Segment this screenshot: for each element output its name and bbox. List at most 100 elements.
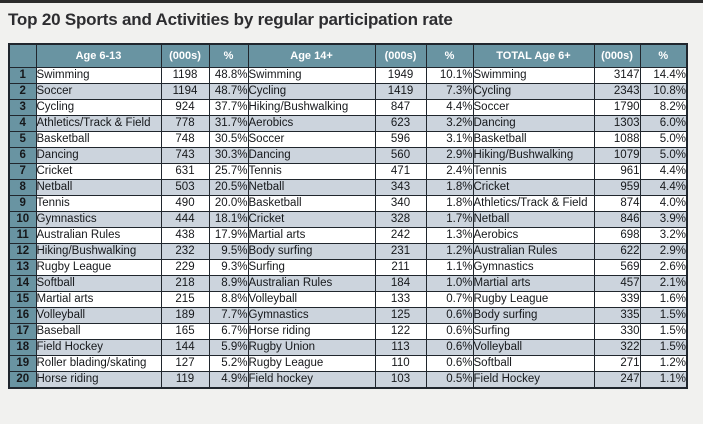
sport-name-cell: Cycling [35,99,162,116]
thousands-cell: 215 [160,291,210,308]
column-header-thousands-2: (000s) [374,43,427,68]
thousands-cell: 874 [593,195,641,212]
thousands-cell: 959 [593,179,641,196]
sport-name-cell: Aerobics [472,227,595,244]
percent-cell: 7.3% [425,83,474,100]
sport-name-cell: Rugby League [472,291,595,308]
percent-cell: 0.5% [425,371,474,389]
sport-name-cell: Gymnastics [247,307,376,324]
rank-cell: 6 [8,147,37,164]
percent-cell: 7.7% [208,307,249,324]
thousands-cell: 330 [593,323,641,340]
thousands-cell: 242 [374,227,427,244]
thousands-cell: 490 [160,195,210,212]
thousands-cell: 247 [593,371,641,389]
percent-cell: 1.0% [425,275,474,292]
thousands-cell: 457 [593,275,641,292]
table-row: 20 Horse riding 119 4.9% Field hockey 103 0.5%… [8,371,688,389]
sport-name-cell: Rugby League [247,355,376,372]
sport-name-cell: Volleyball [35,307,162,324]
percent-cell: 2.9% [639,243,688,260]
table-row: 2 Soccer 1194 48.7% Cycling 1419 7.3% Cycling 23… [8,83,688,100]
sport-name-cell: Body surfing [247,243,376,260]
thousands-cell: 503 [160,179,210,196]
sport-name-cell: Tennis [247,163,376,180]
thousands-cell: 698 [593,227,641,244]
sport-name-cell: Softball [35,275,162,292]
table-row: 19 Roller blading/skating 127 5.2% Rugby Lea… [8,355,688,372]
thousands-cell: 113 [374,339,427,356]
percent-cell: 3.9% [639,211,688,228]
thousands-cell: 335 [593,307,641,324]
percent-cell: 0.6% [425,307,474,324]
thousands-cell: 340 [374,195,427,212]
sport-name-cell: Volleyball [247,291,376,308]
rank-cell: 3 [8,99,37,116]
percent-cell: 0.7% [425,291,474,308]
percent-cell: 6.0% [639,115,688,132]
table-row: 6 Dancing 743 30.3% Dancing 560 2.9% Hiking/Bus… [8,147,688,164]
percent-cell: 48.7% [208,83,249,100]
percent-cell: 37.7% [208,99,249,116]
thousands-cell: 165 [160,323,210,340]
table-body: 1 Swimming 1198 48.8% Swimming 1949 10.1% Swimm… [8,67,688,389]
column-header-thousands-3: (000s) [593,43,641,68]
sport-name-cell: Swimming [472,67,595,84]
participation-table: Age 6-13 (000s) % Age 14+ (000s) % TOTAL… [8,43,688,389]
table-row: 12 Hiking/Bushwalking 232 9.5% Body surfing 2… [8,243,688,260]
table-row: 10 Gymnastics 444 18.1% Cricket 328 1.7% Netbal… [8,211,688,228]
sport-name-cell: Surfing [247,259,376,276]
percent-cell: 1.2% [425,243,474,260]
sport-name-cell: Dancing [35,147,162,164]
thousands-cell: 271 [593,355,641,372]
rank-cell: 14 [8,275,37,292]
sport-name-cell: Baseball [35,323,162,340]
percent-cell: 5.2% [208,355,249,372]
sport-name-cell: Australian Rules [247,275,376,292]
percent-cell: 4.0% [639,195,688,212]
rank-cell: 12 [8,243,37,260]
percent-cell: 2.9% [425,147,474,164]
sport-name-cell: Swimming [35,67,162,84]
column-header-age-6-13: Age 6-13 [35,43,162,68]
thousands-cell: 229 [160,259,210,276]
percent-cell: 4.4% [639,163,688,180]
percent-cell: 3.2% [425,115,474,132]
sport-name-cell: Soccer [35,83,162,100]
percent-cell: 4.4% [425,99,474,116]
column-header-rank [8,43,37,68]
thousands-cell: 1198 [160,67,210,84]
thousands-cell: 189 [160,307,210,324]
page-title: Top 20 Sports and Activities by regular … [8,10,453,29]
thousands-cell: 1790 [593,99,641,116]
thousands-cell: 3147 [593,67,641,84]
thousands-cell: 110 [374,355,427,372]
rank-cell: 10 [8,211,37,228]
sport-name-cell: Martial arts [247,227,376,244]
percent-cell: 20.0% [208,195,249,212]
sport-name-cell: Athletics/Track & Field [472,195,595,212]
thousands-cell: 184 [374,275,427,292]
percent-cell: 9.3% [208,259,249,276]
sport-name-cell: Gymnastics [35,211,162,228]
rank-cell: 11 [8,227,37,244]
thousands-cell: 231 [374,243,427,260]
thousands-cell: 748 [160,131,210,148]
sport-name-cell: Australian Rules [35,227,162,244]
sport-name-cell: Horse riding [35,371,162,389]
percent-cell: 30.5% [208,131,249,148]
thousands-cell: 631 [160,163,210,180]
thousands-cell: 232 [160,243,210,260]
sport-name-cell: Aerobics [247,115,376,132]
table-row: 3 Cycling 924 37.7% Hiking/Bushwalking 847 4.4… [8,99,688,116]
percent-cell: 8.8% [208,291,249,308]
rank-cell: 7 [8,163,37,180]
table-row: 16 Volleyball 189 7.7% Gymnastics 125 0.6% Body… [8,307,688,324]
thousands-cell: 743 [160,147,210,164]
sport-name-cell: Roller blading/skating [35,355,162,372]
sport-name-cell: Basketball [247,195,376,212]
percent-cell: 31.7% [208,115,249,132]
header-row: Age 6-13 (000s) % Age 14+ (000s) % TOTAL… [8,43,688,68]
sport-name-cell: Basketball [35,131,162,148]
table-row: 8 Netball 503 20.5% Netball 343 1.8% Cricket 959… [8,179,688,196]
